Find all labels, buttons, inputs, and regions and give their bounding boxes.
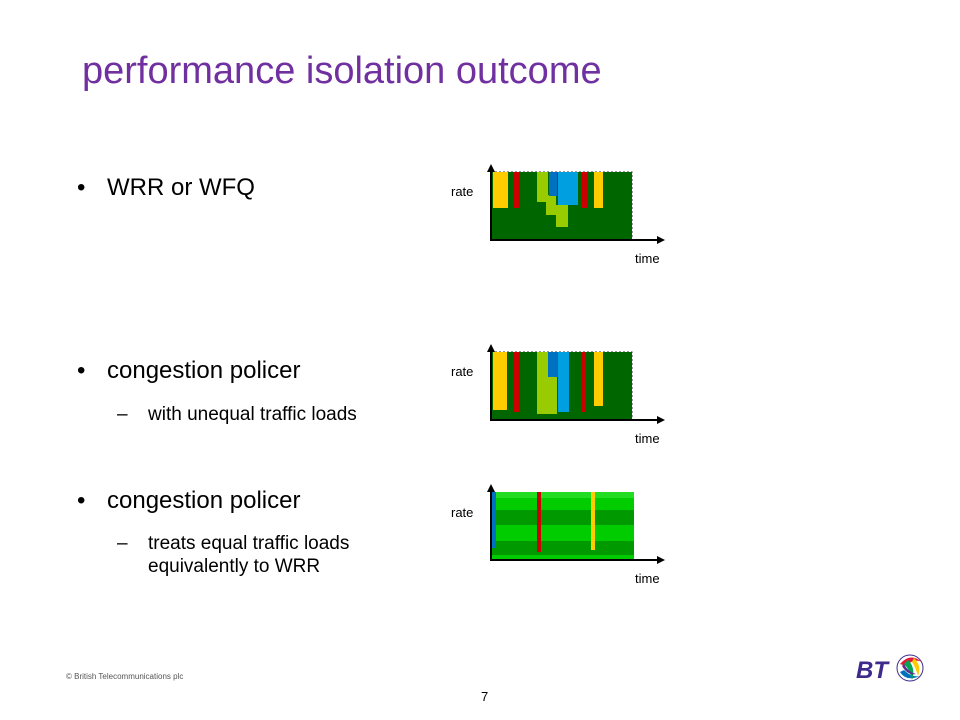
plot-3-equal	[487, 484, 665, 564]
plot-1-flow-lightgreen-step2	[556, 205, 568, 227]
plot-3-band-top	[491, 492, 634, 498]
plot-2-flow-red-2	[581, 352, 586, 412]
plot-2-flow-yellow	[493, 352, 507, 410]
sub-bullet-equal: – treats equal traffic loads equivalentl…	[117, 532, 350, 578]
plot-3-ylabel: rate	[451, 505, 474, 520]
page-number: 7	[481, 689, 489, 704]
plot-2-flow-red	[514, 352, 519, 412]
plot-1-ylabel: rate	[451, 184, 474, 199]
bullet-text: congestion policer	[107, 487, 301, 514]
plot-2-flow-cyan	[558, 352, 569, 412]
plot-3-flow-red	[537, 492, 541, 552]
plot-1-flow-lightgreen	[537, 172, 548, 202]
plot-1-flow-lightgreen-step	[546, 195, 556, 215]
bullet-marker: •	[77, 487, 86, 514]
plot-1-wrr	[487, 164, 665, 244]
bullet-wrr-wfq: • WRR or WFQ	[77, 174, 255, 202]
plot-1-xlabel: time	[635, 251, 660, 266]
plot-2-unequal	[487, 344, 665, 424]
plot-3-y-arrow	[487, 484, 495, 492]
sub-bullet-text-line-1: treats equal traffic loads	[148, 533, 350, 554]
plot-2-ylabel: rate	[451, 364, 474, 379]
plot-3-flow-yellow	[591, 492, 595, 550]
sub-bullet-unequal: – with unequal traffic loads	[117, 403, 357, 426]
sub-bullet-marker: –	[117, 404, 128, 425]
bullet-marker: •	[77, 357, 86, 384]
bt-logo-text: BT	[856, 657, 890, 684]
plot-1-flow-yellow-2	[594, 172, 603, 208]
plot-1-flow-red	[513, 172, 519, 208]
bt-globe-swirl-green	[904, 660, 914, 680]
plot-1-x-arrow	[657, 236, 665, 244]
slide-title: performance isolation outcome	[82, 50, 602, 92]
plot-1-flow-yellow	[493, 172, 508, 208]
plot-3-xlabel: time	[635, 571, 660, 586]
plot-2-flow-blue	[548, 352, 558, 377]
bt-logo-icon: BT	[856, 654, 924, 684]
plot-1-flow-red-2	[581, 172, 587, 208]
bullet-text: congestion policer	[107, 357, 301, 384]
bullet-congestion-policer-1: • congestion policer	[77, 357, 301, 385]
bullet-text: WRR or WFQ	[107, 174, 255, 201]
plot-2-x-arrow	[657, 416, 665, 424]
footer-copyright: © British Telecommunications plc	[66, 672, 184, 681]
plot-2-flow-yellow-2	[594, 352, 603, 406]
bt-globe-swirl-yellow	[912, 658, 920, 676]
sub-bullet-text: with unequal traffic loads	[148, 404, 357, 425]
bullet-congestion-policer-2: • congestion policer	[77, 487, 301, 515]
bt-globe-swirl-purple	[902, 664, 916, 675]
plot-3-x-arrow	[657, 556, 665, 564]
plot-3-flow-blue	[492, 492, 496, 548]
plot-1-flow-cyan	[558, 172, 578, 205]
plot-2-y-arrow	[487, 344, 495, 352]
bt-globe-swirl-blue	[900, 670, 920, 679]
bullet-marker: •	[77, 174, 86, 201]
plot-1-flow-blue	[549, 172, 557, 196]
plot-2-xlabel: time	[635, 431, 660, 446]
plot-3-band-2	[491, 541, 634, 555]
sub-bullet-marker: –	[117, 533, 128, 554]
sub-bullet-text-line-2: equivalently to WRR	[148, 556, 321, 577]
plot-3-band-1	[491, 510, 634, 525]
plot-1-y-arrow	[487, 164, 495, 172]
